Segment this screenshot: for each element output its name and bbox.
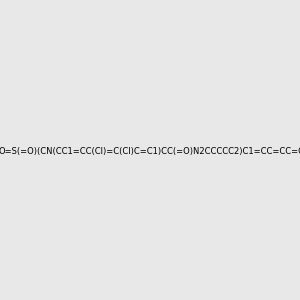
Text: O=S(=O)(CN(CC1=CC(Cl)=C(Cl)C=C1)CC(=O)N2CCCCC2)C1=CC=CC=C1: O=S(=O)(CN(CC1=CC(Cl)=C(Cl)C=C1)CC(=O)N2…	[0, 147, 300, 156]
